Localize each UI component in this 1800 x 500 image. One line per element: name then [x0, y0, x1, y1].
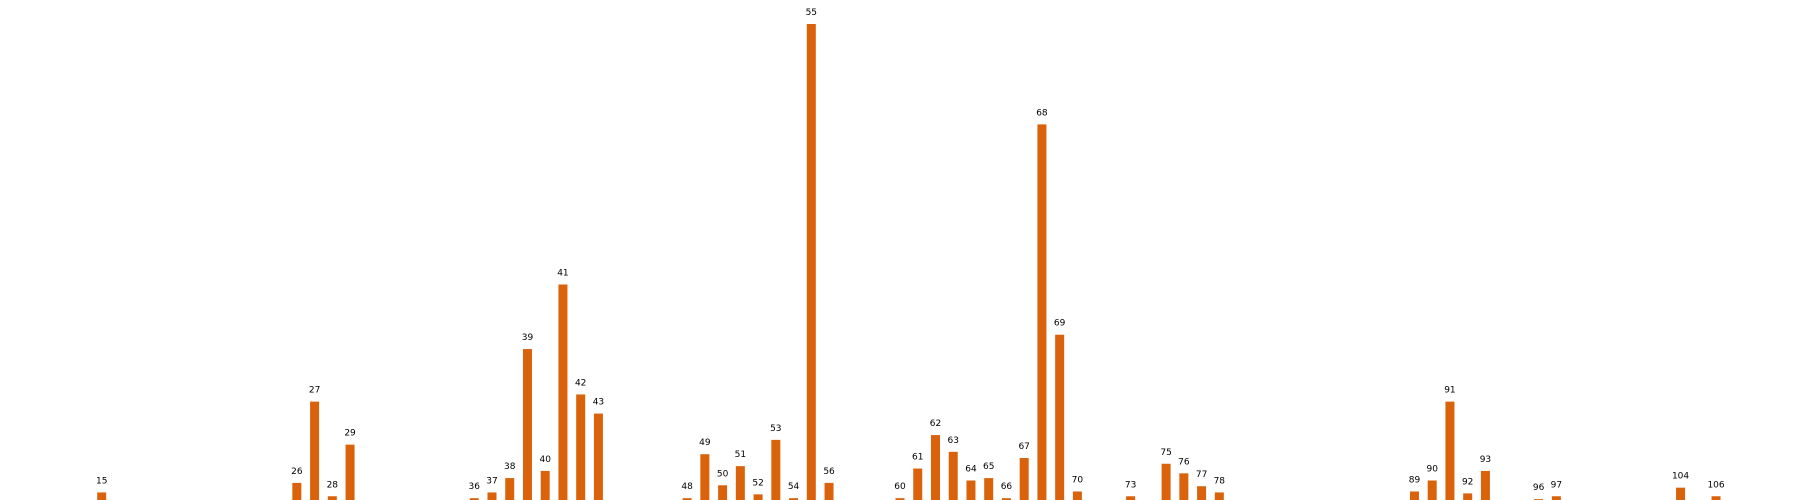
bar-89: [1409, 491, 1419, 500]
bar-50: [718, 485, 728, 500]
bar-label-68: 68: [1036, 108, 1048, 118]
bar-27: [310, 401, 320, 500]
bar-51: [735, 466, 745, 500]
bar-39: [522, 349, 532, 500]
bar-106: [1711, 496, 1721, 500]
bar-97: [1551, 496, 1561, 500]
bar-label-52: 52: [752, 478, 763, 488]
bar-63: [948, 451, 958, 500]
bar-60: [895, 498, 905, 500]
bar-48: [682, 498, 692, 500]
bar-label-106: 106: [1707, 480, 1724, 490]
bar-label-51: 51: [735, 450, 746, 460]
bar-label-63: 63: [947, 436, 958, 446]
bar-label-54: 54: [788, 482, 800, 492]
bar-label-62: 62: [930, 419, 941, 429]
bar-label-89: 89: [1409, 475, 1421, 485]
bar-93: [1480, 470, 1490, 500]
bar-label-48: 48: [681, 482, 693, 492]
bar-label-78: 78: [1214, 476, 1226, 486]
bar-15: [97, 492, 107, 500]
bar-54: [789, 498, 799, 500]
bar-62: [930, 435, 940, 500]
bar-37: [487, 492, 497, 500]
bar-label-29: 29: [344, 429, 356, 439]
bar-43: [593, 413, 603, 500]
bar-70: [1072, 491, 1082, 500]
bar-label-104: 104: [1672, 472, 1689, 482]
bar-label-37: 37: [486, 476, 497, 486]
bar-label-67: 67: [1018, 442, 1029, 452]
bar-49: [700, 454, 710, 500]
bar-28: [327, 496, 337, 500]
bar-label-26: 26: [291, 467, 303, 477]
bar-29: [345, 444, 355, 500]
bar-66: [1001, 498, 1011, 500]
bar-label-97: 97: [1551, 480, 1562, 490]
bar-label-65: 65: [983, 462, 994, 472]
bar-55: [806, 24, 816, 500]
bar-91: [1445, 401, 1455, 500]
bar-64: [966, 480, 976, 500]
bar-label-64: 64: [965, 464, 977, 474]
bar-90: [1427, 480, 1437, 500]
bar-label-77: 77: [1196, 470, 1207, 480]
bar-77: [1197, 486, 1207, 500]
bar-label-38: 38: [504, 462, 516, 472]
bar-label-90: 90: [1426, 464, 1438, 474]
bar-78: [1214, 492, 1224, 500]
bar-label-75: 75: [1160, 448, 1171, 458]
bar-label-92: 92: [1462, 477, 1473, 487]
bar-36: [469, 498, 479, 500]
bar-label-50: 50: [717, 469, 729, 479]
bar-38: [505, 478, 515, 500]
bar-label-42: 42: [575, 378, 586, 388]
bar-label-96: 96: [1533, 483, 1545, 493]
bar-label-27: 27: [309, 386, 320, 396]
bar-label-73: 73: [1125, 480, 1136, 490]
bar-104: [1676, 487, 1686, 500]
bar-41: [558, 284, 568, 500]
bar-75: [1161, 463, 1171, 500]
bar-label-43: 43: [593, 398, 604, 408]
bar-56: [824, 482, 834, 500]
bar-label-40: 40: [539, 455, 551, 465]
bar-label-49: 49: [699, 438, 711, 448]
bar-label-53: 53: [770, 424, 781, 434]
bar-26: [292, 482, 302, 500]
bar-label-60: 60: [894, 482, 906, 492]
bar-76: [1179, 473, 1189, 500]
bar-61: [913, 468, 923, 500]
bar-92: [1463, 493, 1473, 500]
bar-67: [1019, 458, 1029, 500]
bar-label-91: 91: [1444, 386, 1455, 396]
bar-73: [1126, 496, 1136, 500]
bar-65: [984, 478, 994, 500]
bar-53: [771, 439, 781, 500]
bar-label-28: 28: [327, 480, 339, 490]
bar-label-61: 61: [912, 453, 923, 463]
bar-label-70: 70: [1072, 475, 1084, 485]
bar-69: [1055, 334, 1065, 500]
bar-label-41: 41: [557, 269, 568, 279]
bar-label-56: 56: [823, 467, 835, 477]
bar-label-36: 36: [469, 482, 481, 492]
bar-52: [753, 494, 763, 500]
bar-label-76: 76: [1178, 457, 1190, 467]
bar-label-15: 15: [96, 476, 107, 486]
bar-68: [1037, 124, 1047, 500]
bar-label-39: 39: [522, 333, 534, 343]
bar-label-69: 69: [1054, 319, 1066, 329]
bar-label-55: 55: [806, 8, 817, 18]
bar-40: [540, 470, 550, 500]
bar-42: [576, 394, 586, 500]
bar-label-66: 66: [1001, 482, 1013, 492]
bar-label-93: 93: [1480, 455, 1491, 465]
